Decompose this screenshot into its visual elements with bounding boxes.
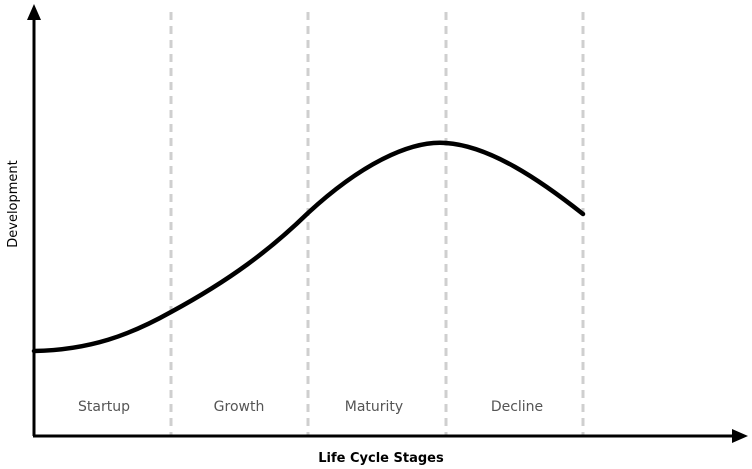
life-cycle-curve	[31, 140, 586, 354]
stage-label: Maturity	[345, 399, 403, 415]
x-axis-label: Life Cycle Stages	[318, 451, 444, 466]
stage-dividers	[169, 12, 585, 436]
x-axis-arrow	[732, 429, 748, 443]
y-axis-label: Development	[6, 160, 21, 248]
stage-label: Decline	[491, 399, 543, 415]
stage-label: Growth	[214, 399, 265, 415]
stage-label: Startup	[78, 399, 130, 415]
y-axis-arrow	[27, 4, 41, 20]
